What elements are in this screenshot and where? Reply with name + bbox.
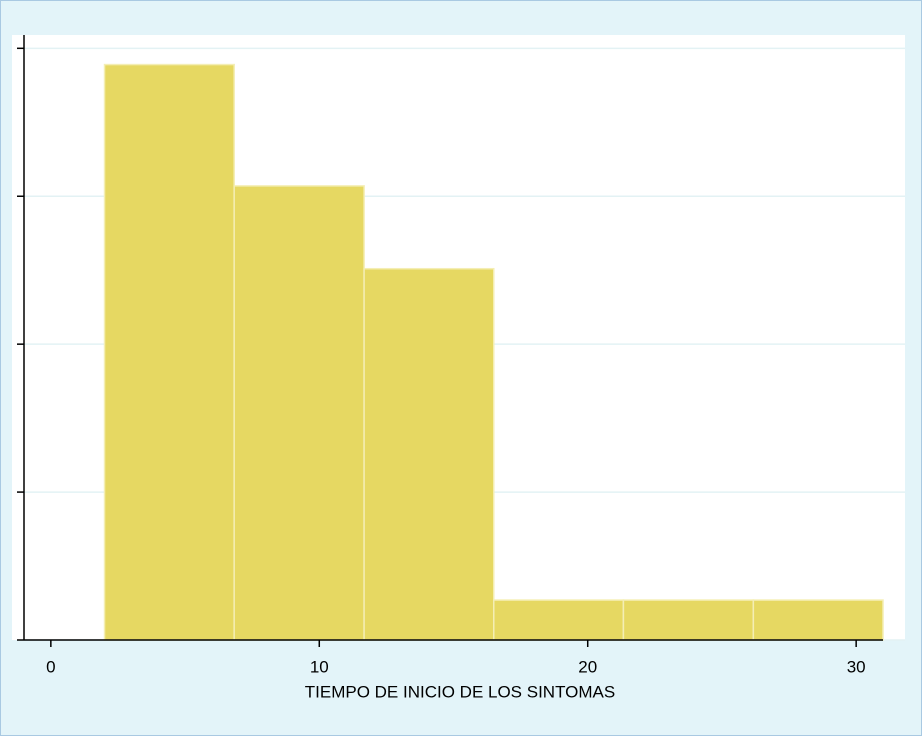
- bar: [752, 599, 884, 641]
- x-axis-label: TIEMPO DE INICIO DE LOS SINTOMAS: [305, 682, 615, 701]
- bar: [363, 267, 495, 641]
- x-tick-label: 10: [310, 657, 329, 676]
- x-tick-label: 30: [847, 657, 866, 676]
- bar: [493, 599, 625, 641]
- x-tick-label: 0: [46, 657, 55, 676]
- bar: [103, 63, 235, 641]
- bar: [622, 599, 755, 641]
- x-tick-label: 20: [578, 657, 597, 676]
- bar: [233, 185, 365, 641]
